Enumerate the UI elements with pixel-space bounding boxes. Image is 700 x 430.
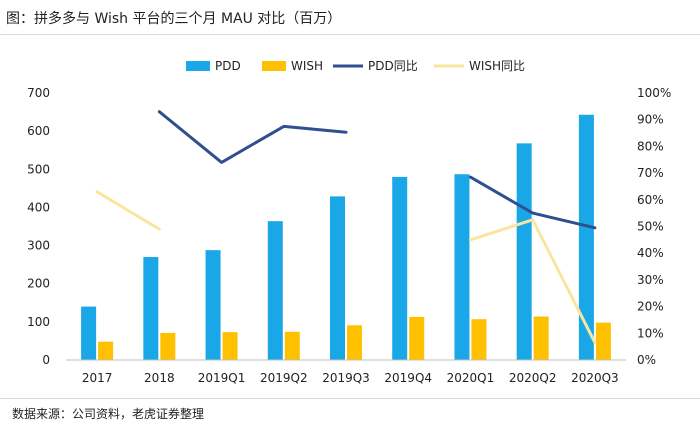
bar-wish (409, 316, 425, 360)
legend-label: WISH同比 (469, 59, 525, 73)
bar-wish (533, 316, 549, 360)
bar-wish (471, 319, 487, 360)
bar-pdd (578, 114, 594, 361)
bar-wish (160, 332, 176, 360)
bar-pdd (81, 306, 97, 360)
y-left-tick-label: 100 (27, 315, 50, 329)
bar-pdd (516, 143, 532, 360)
y-right-tick-label: 40% (637, 246, 664, 260)
y-left-tick-label: 700 (27, 86, 50, 100)
x-tick-label: 2020Q2 (509, 371, 557, 385)
y-right-tick-label: 80% (637, 139, 664, 153)
title-bar: 图：拼多多与 Wish 平台的三个月 MAU 对比（百万） (0, 0, 700, 35)
bar-pdd (267, 221, 283, 360)
legend-swatch-wish (262, 61, 286, 71)
y-right-tick-label: 20% (637, 300, 664, 314)
y-right-tick-label: 30% (637, 273, 664, 287)
bar-pdd (454, 174, 470, 360)
bar-pdd (330, 196, 345, 360)
y-left-tick-label: 400 (27, 200, 50, 214)
bar-pdd (143, 257, 159, 360)
x-tick-label: 2019Q3 (322, 371, 370, 385)
bar-pdd (392, 176, 408, 360)
footer-divider (0, 398, 700, 399)
y-left-tick-label: 0 (42, 353, 50, 367)
legend-label: PDD同比 (368, 59, 418, 73)
y-right-tick-label: 10% (637, 326, 664, 340)
y-right-tick-label: 100% (637, 86, 671, 100)
line-pdd-yoy (157, 110, 348, 164)
bar-pdd (205, 250, 221, 360)
bar-wish (98, 341, 114, 360)
y-right-tick-label: 50% (637, 220, 664, 234)
legend-swatch-pdd (186, 61, 210, 71)
y-left-tick-label: 500 (27, 162, 50, 176)
y-right-tick-label: 60% (637, 193, 664, 207)
y-left-tick-label: 300 (27, 239, 50, 253)
bar-wish (284, 331, 300, 360)
bar-wish (347, 325, 362, 360)
x-tick-label: 2019Q2 (260, 371, 308, 385)
bar-wish (222, 332, 238, 360)
x-tick-label: 2020Q1 (447, 371, 495, 385)
line-pdd-yoy (468, 175, 597, 230)
line-wish-yoy (95, 190, 161, 231)
bar-wish (595, 322, 611, 360)
legend-label: WISH (291, 59, 323, 73)
y-right-tick-label: 70% (637, 166, 664, 180)
x-tick-label: 2019Q1 (198, 371, 246, 385)
line-wish-yoy (468, 218, 597, 345)
x-tick-label: 2017 (82, 371, 113, 385)
x-tick-label: 2019Q4 (384, 371, 432, 385)
y-left-tick-label: 200 (27, 277, 50, 291)
legend-label: PDD (215, 59, 241, 73)
y-right-tick-label: 90% (637, 113, 664, 127)
x-tick-label: 2020Q3 (571, 371, 619, 385)
y-right-tick-label: 0% (637, 353, 656, 367)
source-note: 数据来源：公司资料，老虎证券整理 (12, 407, 205, 421)
y-left-tick-label: 600 (27, 124, 50, 138)
x-tick-label: 2018 (144, 371, 175, 385)
chart-title: 图：拼多多与 Wish 平台的三个月 MAU 对比（百万） (6, 11, 342, 27)
